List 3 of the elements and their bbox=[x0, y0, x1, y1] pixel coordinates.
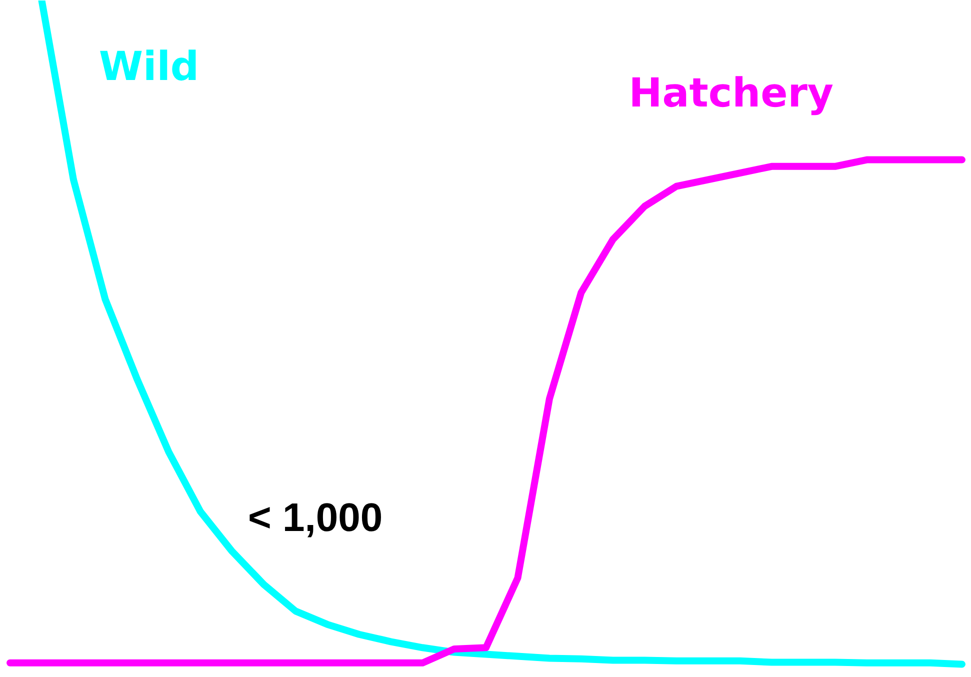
annotation: < 1,000 bbox=[248, 496, 383, 540]
series-label: Hatchery bbox=[628, 70, 834, 116]
series-label: Wild bbox=[98, 44, 200, 90]
